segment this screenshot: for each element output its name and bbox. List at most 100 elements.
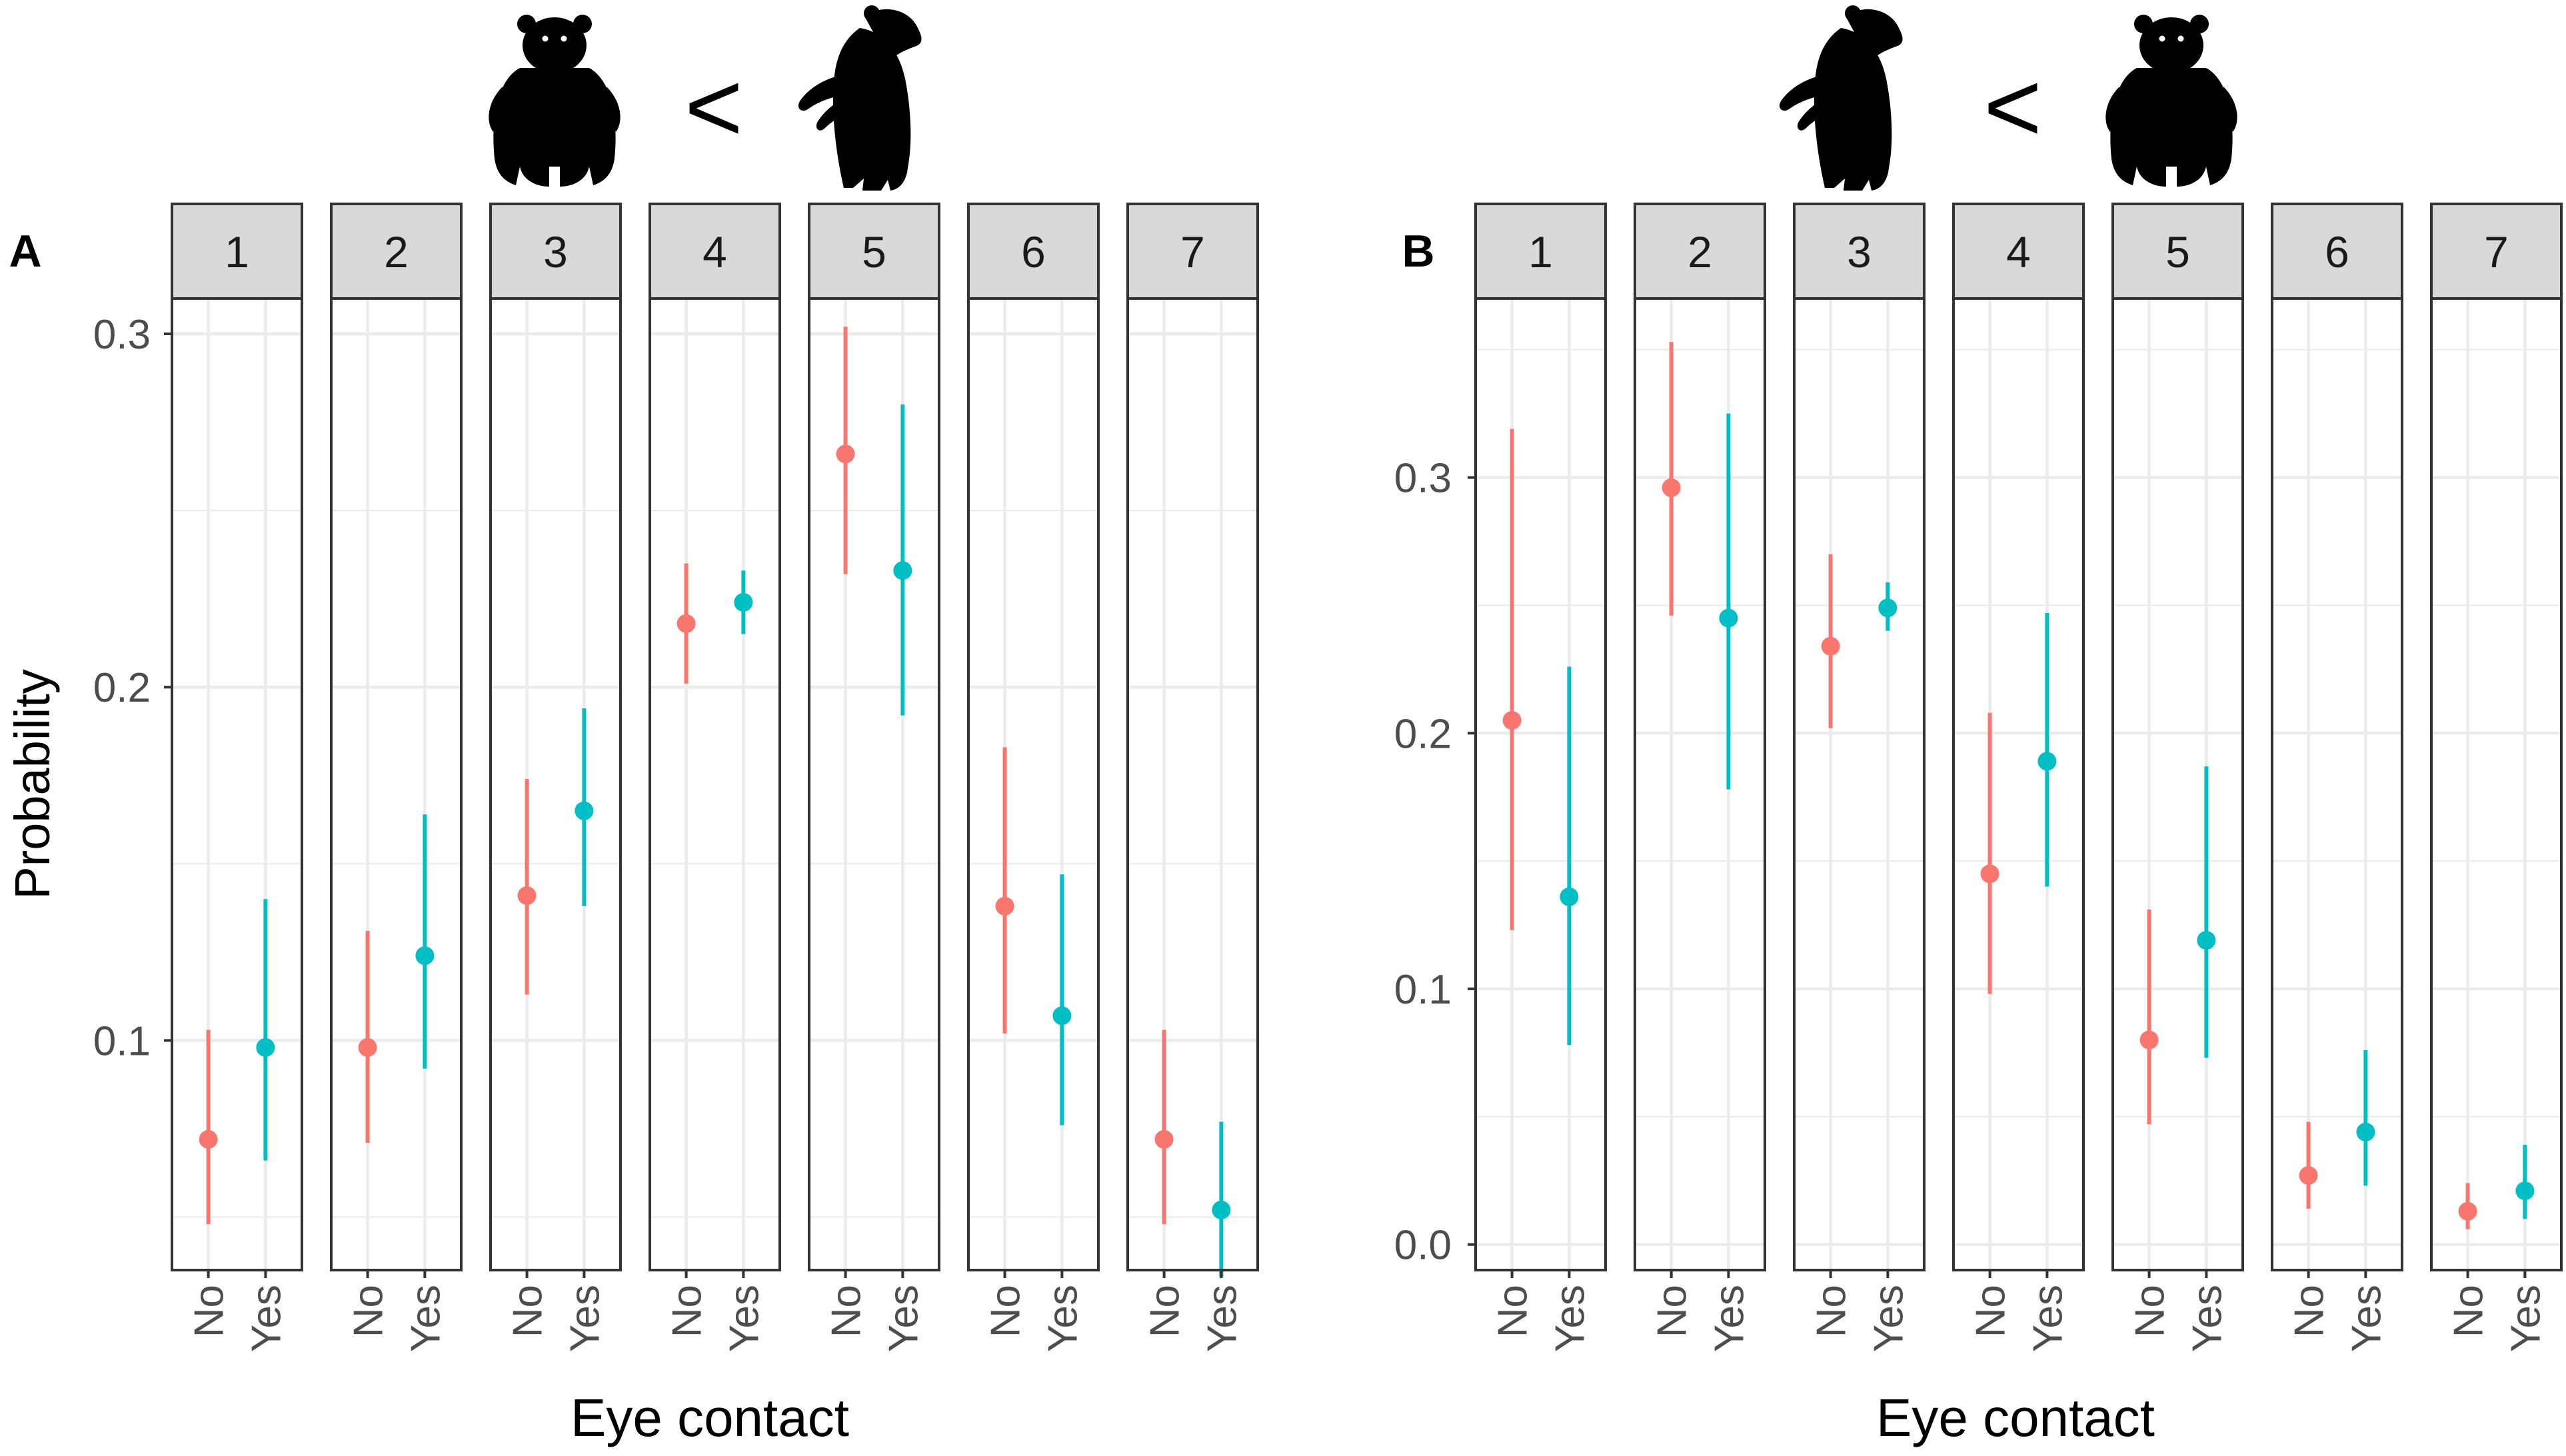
facet-strip [1952,203,2085,300]
facet-strip-label: 5 [862,227,886,277]
xtick-label-yes: Yes [2343,1285,2389,1352]
facet-strip-label: 6 [1021,227,1046,277]
point-yes-facet-3 [575,801,594,820]
facet-background [1476,299,1606,1270]
panel-b-facet-1: 1 No Yes [1474,203,1607,1352]
facet-strip-label: 2 [1688,227,1712,277]
point-no-facet-6 [995,896,1014,916]
facet-strip [1793,203,1925,300]
point-yes-facet-2 [1719,608,1738,628]
facet-strip [330,203,463,300]
xtick-label-no: No [187,1285,233,1337]
facet-strip-label: 1 [1528,227,1553,277]
point-no-facet-3 [517,886,537,906]
panel-b-header: < [1779,5,2237,191]
facet-strip-label: 1 [225,227,249,277]
point-yes-facet-1 [256,1038,275,1057]
point-no-facet-1 [199,1129,218,1149]
facet-background [491,299,621,1270]
point-no-facet-6 [2299,1166,2318,1185]
facet-background [650,299,780,1270]
panel-b-ytick-label: 0.0 [1394,1223,1452,1269]
point-yes-facet-6 [2356,1122,2375,1141]
facet-background [2113,299,2243,1270]
xtick-label-yes: Yes [243,1285,289,1352]
point-yes-facet-4 [734,592,753,612]
xtick-label-yes: Yes [562,1285,608,1352]
facet-background [172,299,302,1270]
panel-a-ytick-label: 0.2 [93,665,151,711]
facet-strip [1126,203,1259,300]
point-no-facet-5 [2139,1030,2159,1050]
panel-a-ytick-label: 0.1 [93,1018,151,1064]
xtick-label-no: No [664,1285,710,1337]
panel-b-bear-front-icon [2105,15,2237,187]
facet-strip [967,203,1100,300]
panel-a-facet-7: 7 No Yes [1126,203,1259,1352]
point-no-facet-4 [1980,864,1999,884]
facet-background [1128,299,1258,1270]
point-no-facet-5 [836,444,855,464]
xtick-label-yes: Yes [1547,1285,1593,1352]
point-no-facet-2 [1662,478,1681,497]
point-yes-facet-7 [2515,1181,2535,1201]
xtick-label-no: No [2127,1285,2173,1337]
panel-a-facet-5: 5 No Yes [808,203,940,1352]
facet-strip-label: 6 [2325,227,2349,277]
panel-a-label: A [9,226,41,277]
point-no-facet-3 [1821,636,1840,656]
xtick-label-yes: Yes [1199,1285,1245,1352]
xtick-label-no: No [505,1285,551,1337]
xtick-label-yes: Yes [721,1285,767,1352]
facet-background [968,299,1098,1270]
xtick-label-no: No [1490,1285,1536,1337]
xtick-label-no: No [2446,1285,2492,1337]
facet-background [809,299,939,1270]
facet-strip [2111,203,2244,300]
facet-strip-label: 3 [1847,227,1872,277]
panel-b-ytick-label: 0.1 [1394,967,1452,1013]
facet-strip-label: 4 [2006,227,2031,277]
facet-background [2431,299,2561,1270]
panel-b-facet-4: 4 No Yes [1952,203,2085,1352]
xtick-label-no: No [824,1285,870,1337]
point-yes-facet-7 [1212,1200,1231,1219]
panel-a-ytick-label: 0.3 [93,312,151,358]
panel-a-facet-1: 1 No Yes [171,203,303,1352]
panel-a-header: < [489,5,922,191]
panel-a-facet-3: 3 No Yes [489,203,622,1352]
point-no-facet-2 [358,1038,377,1057]
xtick-label-no: No [1650,1285,1696,1337]
point-no-facet-4 [676,614,696,633]
point-yes-facet-4 [2037,752,2057,771]
xtick-label-no: No [1809,1285,1855,1337]
facet-strip [1474,203,1607,300]
point-no-facet-7 [1154,1129,1174,1149]
panel-b-bear-side-icon [1779,5,1903,191]
xtick-label-yes: Yes [2184,1285,2230,1352]
point-yes-facet-1 [1560,887,1579,906]
panel-b-facet-7: 7 No Yes [2430,203,2563,1352]
xtick-label-no: No [1968,1285,2014,1337]
facet-strip [808,203,940,300]
facet-background [1635,299,1765,1270]
point-no-facet-1 [1502,711,1522,730]
panel-b-less-than: < [1983,51,2042,163]
xtick-label-no: No [983,1285,1029,1337]
point-yes-facet-5 [2197,931,2216,950]
panel-b-xlabel: Eye contact [1876,1388,2155,1447]
xtick-label-yes: Yes [403,1285,449,1352]
facet-strip-label: 2 [384,227,409,277]
panel-a-xlabel: Eye contact [571,1388,849,1447]
panel-a-bear-side-icon [798,5,922,191]
panel-a-facet-2: 2 No Yes [330,203,463,1352]
facet-strip [1634,203,1766,300]
point-yes-facet-2 [415,946,435,966]
panel-b-facet-3: 3 No Yes [1793,203,1925,1352]
facet-strip-label: 7 [1180,227,1205,277]
xtick-label-yes: Yes [1040,1285,1086,1352]
xtick-label-no: No [2287,1285,2333,1337]
point-no-facet-7 [2458,1201,2477,1221]
